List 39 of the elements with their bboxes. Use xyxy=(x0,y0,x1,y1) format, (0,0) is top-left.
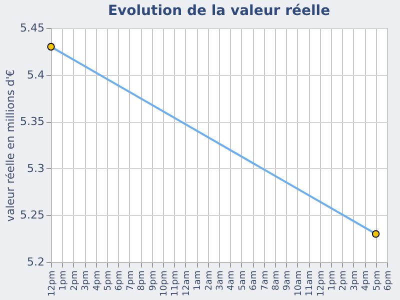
x-tick-label: 6am xyxy=(249,270,260,291)
x-tick-label: 11am xyxy=(305,270,316,296)
x-tick-label: 6pm xyxy=(114,270,125,291)
x-tick-label: 10pm xyxy=(160,270,170,296)
x-tick-label: 5am xyxy=(238,270,248,291)
y-tick-label: 5.45 xyxy=(20,22,44,34)
x-tick-label: 8pm xyxy=(137,270,148,291)
x-tick-label: 9pm xyxy=(148,270,158,291)
x-tick-label: 9am xyxy=(282,270,293,291)
x-tick-label: 1pm xyxy=(328,270,338,291)
x-tick-label: 12pm xyxy=(316,270,326,296)
x-tick-label: 6pm xyxy=(384,270,394,291)
y-tick-label: 5.35 xyxy=(20,115,44,128)
y-tick-label: 5.4 xyxy=(27,68,44,82)
x-tick-label: 1am xyxy=(193,270,204,291)
x-tick-label: 4am xyxy=(226,270,237,291)
y-tick-label: 5.25 xyxy=(20,208,44,222)
x-tick-label: 4pm xyxy=(92,270,102,291)
x-tick-label: 10am xyxy=(294,270,304,296)
x-tick-label: 2pm xyxy=(338,270,349,291)
x-tick-label: 5pm xyxy=(104,270,114,291)
x-tick-label: 12pm xyxy=(48,270,58,296)
x-tick-label: 7pm xyxy=(126,270,136,291)
chart-title: Evolution de la valeur réelle xyxy=(108,3,330,19)
x-tick-label: 11pm xyxy=(170,270,181,296)
y-tick-label: 5.2 xyxy=(27,256,44,268)
x-tick-label: 3pm xyxy=(350,270,360,291)
x-tick-label: 3pm xyxy=(81,270,92,291)
x-tick-label: 4pm xyxy=(361,270,372,291)
y-axis-title: valeur réelle en millions d'€ xyxy=(4,69,18,222)
y-tick-label: 5.3 xyxy=(27,162,44,175)
x-tick-label: 5pm xyxy=(372,270,382,291)
x-tick-label: 1pm xyxy=(58,270,69,291)
x-tick-label: 2pm xyxy=(70,270,80,291)
x-tick-label: 2am xyxy=(204,270,214,291)
x-tick-label: 7am xyxy=(260,270,270,291)
x-tick-label: 3am xyxy=(216,270,226,291)
x-tick-label: 12am xyxy=(182,270,192,296)
x-tick-label: 8am xyxy=(272,270,282,291)
